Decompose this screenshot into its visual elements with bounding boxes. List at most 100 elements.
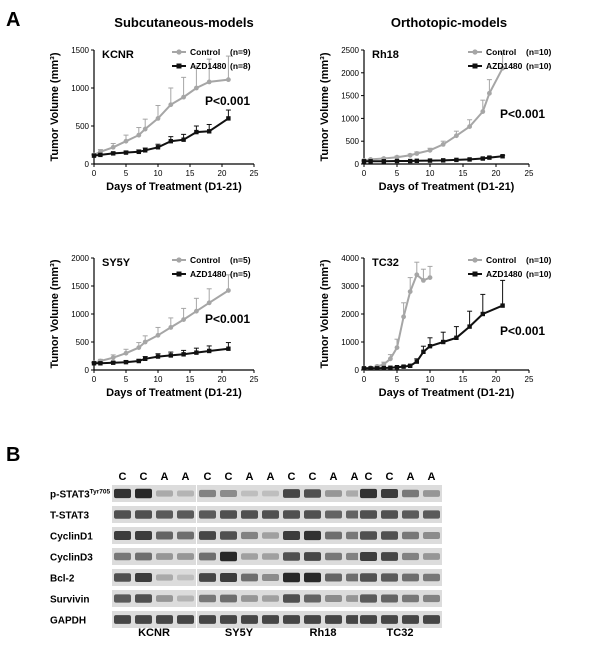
protein-label: Bcl-2 — [50, 574, 75, 585]
data-point — [467, 124, 472, 130]
blot-band — [156, 531, 173, 540]
legend-entry-azd1480: AZD1480 (n=5) — [172, 269, 251, 279]
blot-band — [304, 510, 321, 519]
lane-condition: C — [386, 471, 394, 483]
legend-label: AZD1480 — [190, 61, 227, 71]
legend-label: Control — [486, 255, 516, 265]
lane-condition: C — [365, 471, 373, 483]
x-tick-label: 15 — [459, 169, 468, 178]
y-tick-label: 0 — [355, 160, 360, 169]
data-point — [142, 339, 148, 345]
blot-strip — [281, 590, 365, 607]
y-tick-label: 2500 — [341, 46, 359, 55]
blot-band — [360, 488, 377, 499]
blot-band — [304, 530, 321, 541]
lane-condition: C — [119, 471, 127, 483]
data-point — [500, 65, 505, 71]
data-point — [91, 153, 97, 158]
blot-band — [423, 490, 440, 497]
legend-marker — [472, 271, 478, 277]
blot-band — [199, 573, 216, 582]
header-subcutaneous: Subcutaneous-models — [114, 15, 253, 30]
data-point — [401, 364, 406, 369]
data-point — [368, 159, 373, 164]
blot-band — [156, 510, 173, 519]
blot-band — [325, 510, 342, 519]
lane-condition: A — [182, 471, 190, 483]
blot-band — [402, 531, 419, 540]
cell-line-label: Rh18 — [310, 627, 337, 639]
blot-band — [177, 574, 194, 581]
chart-tc32: 0 1000 2000 3000 4000 0 5 10 15 20 25 Days of Treat… — [319, 254, 551, 399]
blot-strip — [358, 590, 442, 607]
blot-band — [381, 594, 398, 603]
data-point — [421, 278, 426, 283]
data-point — [408, 363, 413, 368]
blot-strip — [197, 548, 281, 565]
data-point — [142, 126, 148, 132]
blot-band — [220, 531, 237, 540]
data-point — [155, 116, 161, 121]
x-axis-title: Days of Treatment (D1-21) — [379, 387, 515, 399]
blot-strip — [281, 548, 365, 565]
p-value: P<0.001 — [500, 107, 545, 121]
blot-band — [220, 573, 237, 582]
data-point — [91, 361, 97, 366]
blot-band — [135, 510, 152, 519]
blot-band — [241, 553, 258, 560]
y-tick-label: 1000 — [71, 310, 89, 319]
blot-band — [283, 572, 300, 583]
p-value: P<0.001 — [500, 324, 545, 338]
header-orthotopic: Orthotopic-models — [391, 15, 507, 30]
data-point — [194, 85, 199, 91]
legend-label: AZD1480 — [486, 61, 523, 71]
data-point — [480, 311, 485, 317]
blot-band — [241, 531, 258, 540]
blot-band — [156, 553, 173, 560]
x-tick-label: 20 — [218, 169, 227, 178]
blot-band — [381, 531, 398, 540]
blot-band — [360, 594, 377, 603]
data-point — [401, 314, 406, 320]
blot-band — [114, 573, 131, 582]
lane-condition: A — [330, 471, 338, 483]
legend-marker — [176, 257, 182, 263]
blot-band — [262, 490, 279, 497]
x-tick-label: 25 — [525, 375, 534, 384]
blot-band — [360, 510, 377, 519]
lane-condition: A — [267, 471, 275, 483]
model-name: SY5Y — [102, 257, 131, 269]
data-point — [414, 359, 419, 364]
data-point — [500, 154, 505, 159]
blot-band — [304, 572, 321, 583]
blot-band — [304, 594, 321, 603]
data-point — [168, 102, 174, 108]
legend-entry-control: Control (n=5) — [172, 255, 251, 265]
lane-condition: C — [288, 471, 296, 483]
blot-band — [402, 510, 419, 519]
data-point — [123, 138, 129, 144]
series-azd1480 — [91, 109, 231, 158]
data-point — [408, 158, 413, 164]
data-point — [414, 158, 419, 164]
data-point — [194, 129, 199, 135]
data-point — [421, 349, 426, 354]
x-tick-label: 0 — [92, 169, 97, 178]
blot-band — [156, 490, 173, 497]
data-point — [226, 116, 231, 121]
blot-band — [325, 490, 342, 497]
data-point — [168, 325, 174, 330]
blot-band — [381, 552, 398, 561]
data-point — [98, 361, 103, 366]
panel-b-label: B — [6, 444, 20, 466]
blot-strip — [112, 548, 196, 565]
blot-band — [283, 594, 300, 603]
y-tick-label: 1500 — [71, 282, 89, 291]
series-line — [363, 273, 431, 370]
blot-band — [304, 489, 321, 498]
data-point — [381, 365, 386, 371]
y-tick-label: 2000 — [341, 310, 359, 319]
protein-label: CyclinD1 — [50, 532, 93, 543]
data-point — [123, 350, 129, 356]
